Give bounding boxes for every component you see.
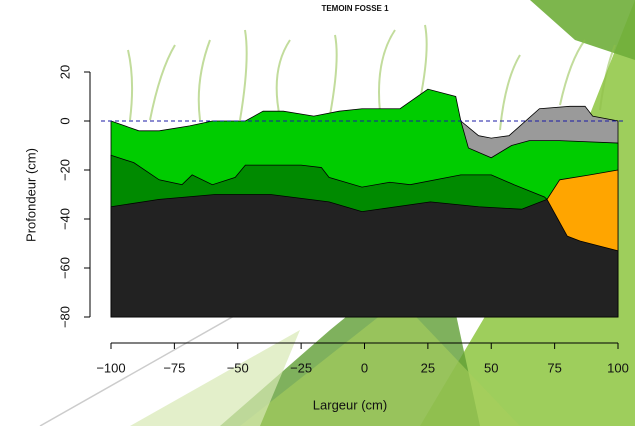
- y-axis-label: Profondeur (cm): [23, 148, 38, 242]
- x-tick-label: 0: [361, 360, 368, 375]
- y-tick-label: 0: [57, 117, 72, 124]
- y-tick-label: −60: [57, 257, 72, 279]
- x-axis-label: Largeur (cm): [313, 397, 387, 412]
- x-tick-label: −50: [227, 360, 249, 375]
- x-tick-label: −25: [290, 360, 312, 375]
- y-tick-label: 20: [57, 65, 72, 79]
- chart-title: TEMOIN FOSSE 1: [321, 4, 389, 13]
- x-tick-label: 25: [421, 360, 435, 375]
- x-tick-label: −100: [96, 360, 125, 375]
- x-tick-label: −75: [163, 360, 185, 375]
- y-tick-label: −40: [57, 208, 72, 230]
- y-tick-label: −80: [57, 306, 72, 328]
- y-tick-label: −20: [57, 159, 72, 181]
- x-tick-label: 100: [607, 360, 629, 375]
- grass-decoration: [127, 24, 616, 131]
- soil-layer: [110, 194, 619, 318]
- x-tick-label: 75: [547, 360, 561, 375]
- x-tick-label: 50: [484, 360, 498, 375]
